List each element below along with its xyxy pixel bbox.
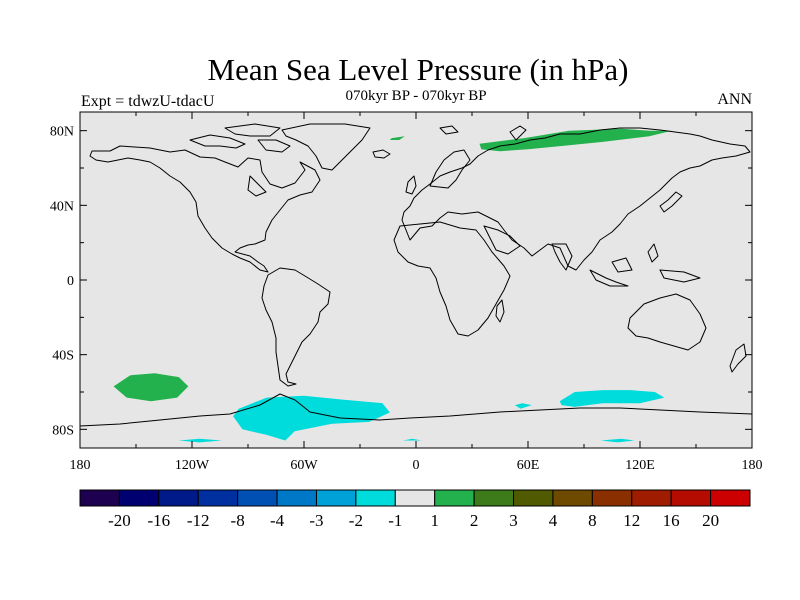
lat-tick-label: 40S: [52, 349, 74, 364]
coast-iceland: [372, 149, 391, 159]
anomaly-region-arctic-siberia-high: [479, 128, 672, 152]
anomaly-region-interior-low-3: [402, 438, 422, 441]
anomaly-shading: [113, 128, 672, 443]
colorbar-swatch: [552, 489, 593, 507]
lon-tick-label: 60E: [517, 458, 540, 473]
colorbar-label: 8: [588, 511, 597, 530]
coast-scandinavia: [429, 149, 471, 189]
colorbar-label: 12: [623, 511, 640, 530]
colorbar-label: 2: [470, 511, 479, 530]
colorbar-swatch: [670, 489, 712, 507]
colorbar-swatch: [79, 489, 120, 507]
colorbar-label: -16: [147, 511, 170, 530]
lon-tick-label: 120W: [175, 458, 210, 473]
colorbar-swatch: [591, 489, 633, 507]
chart-title: Mean Sea Level Pressure (in hPa): [207, 52, 629, 87]
coast-new-zealand: [729, 343, 747, 373]
anomaly-region-greenland-sea-high: [389, 136, 405, 140]
colorbar-label: 4: [549, 511, 558, 530]
coast-great-britain: [405, 175, 417, 195]
anomaly-region-interior-low-2: [600, 438, 635, 443]
anomaly-region-east-antarctic-low: [559, 390, 665, 407]
coast-novaya-zemlya: [509, 125, 527, 141]
coast-arabia: [483, 225, 521, 255]
lon-tick-label: 120E: [625, 458, 655, 473]
colorbar-label: -8: [231, 511, 245, 530]
lat-tick-label: 80S: [52, 423, 74, 438]
colorbar-swatch: [710, 489, 751, 507]
coast-madagascar: [495, 299, 505, 323]
lon-tick-label: 180: [70, 458, 91, 473]
coast-south-america: [261, 267, 331, 387]
colorbar-swatch: [513, 489, 554, 507]
season-label: ANN: [717, 91, 752, 108]
colorbar-swatch: [315, 489, 357, 507]
axis-ticks: 80N 40N 0 40S 80S 180 120W 60W 0 60E 120E 180: [50, 112, 763, 473]
coast-india: [551, 243, 573, 271]
coast-greenland: [281, 123, 371, 171]
coast-africa: [393, 221, 511, 337]
colorbar-swatch: [434, 489, 475, 507]
anomaly-region-indian-ocean-low-small: [514, 403, 532, 409]
colorbar-label: -12: [187, 511, 210, 530]
colorbar-label: -3: [309, 511, 323, 530]
anomaly-region-amundsen-weddell-low: [233, 395, 390, 441]
colorbar-swatch: [631, 489, 672, 507]
coast-australia: [627, 293, 707, 351]
coast-arctic-islands: [189, 123, 291, 153]
lon-tick-label: 180: [742, 458, 763, 473]
coast-north-america: [89, 145, 321, 273]
coast-indonesia: [589, 243, 701, 287]
experiment-label: Expt = tdwzU-tdacU: [81, 93, 215, 110]
colorbar-swatch: [118, 489, 160, 507]
lon-tick-label: 60W: [290, 458, 318, 473]
colorbar-swatch: [197, 489, 239, 507]
coastlines: [79, 123, 753, 427]
coast-svalbard: [439, 125, 459, 135]
lon-tick-label: 0: [413, 458, 420, 473]
lat-tick-label: 0: [67, 274, 74, 289]
colorbar-swatch: [276, 489, 317, 507]
coast-antarctica: [79, 393, 753, 427]
colorbar-swatch: [237, 489, 278, 507]
anomaly-region-south-pacific-high: [113, 373, 189, 402]
colorbar-label: -20: [108, 511, 131, 530]
lat-tick-label: 40N: [50, 199, 74, 214]
colorbar-label: 3: [509, 511, 518, 530]
colorbar-swatch: [394, 489, 436, 507]
lat-tick-label: 80N: [50, 125, 74, 140]
colorbar-label: 20: [702, 511, 719, 530]
colorbar-label: 1: [430, 511, 439, 530]
colorbar-swatch: [355, 489, 396, 507]
coast-hudson-bay: [247, 175, 267, 197]
colorbar-label: 16: [663, 511, 680, 530]
colorbar: -20 -16 -12 -8 -4 -3 -2 -1 1 2 3 4 8 12 16 20: [79, 489, 751, 530]
coast-japan: [659, 191, 683, 213]
colorbar-swatch: [473, 489, 515, 507]
anomaly-region-interior-low-1: [178, 438, 222, 443]
colorbar-label: -1: [388, 511, 402, 530]
chart-subtitle: 070kyr BP - 070kyr BP: [345, 88, 487, 104]
colorbar-label: -2: [349, 511, 363, 530]
colorbar-label: -4: [270, 511, 285, 530]
colorbar-swatch: [158, 489, 199, 507]
